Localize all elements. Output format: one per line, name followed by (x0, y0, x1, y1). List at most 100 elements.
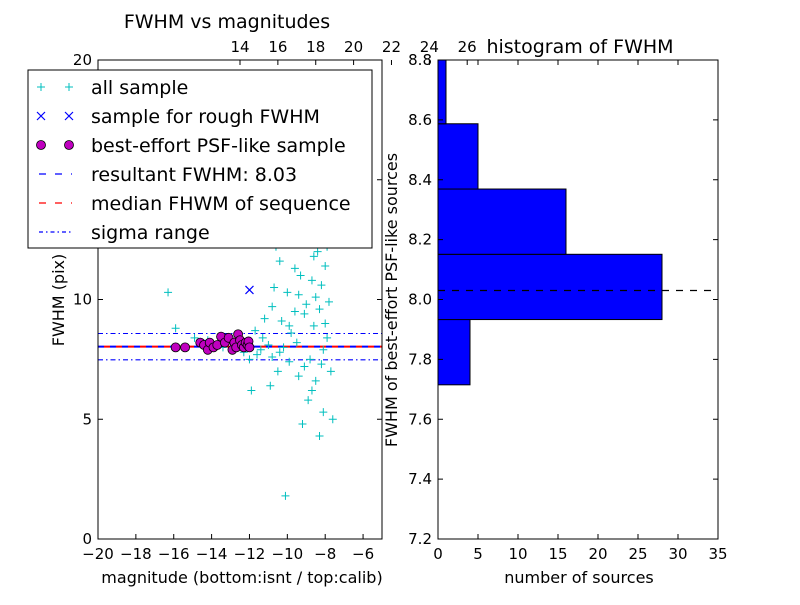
right-tick-labels: 0 5 10 15 20 25 30 35 7.2 7.4 7.6 7.8 8.0 8.2 8.4 8.6 8.… (408, 51, 727, 563)
right-axis-ticks (437, 59, 719, 540)
all-sample-point (270, 283, 279, 292)
all-sample-point (268, 352, 277, 361)
all-sample-point (275, 257, 284, 266)
legend-marker (64, 140, 74, 150)
all-sample-point (300, 362, 309, 371)
all-sample-point (315, 305, 324, 314)
right-y-axis-label: FWHM of best-effort PSF-like sources (382, 153, 401, 447)
all-sample-point (256, 345, 265, 354)
top-tick-label: 18 (306, 38, 325, 56)
all-sample-point (264, 341, 273, 350)
all-sample-point (306, 355, 315, 364)
all-sample-point (324, 297, 333, 306)
left-y-axis-label: FWHM (pix) (49, 254, 68, 347)
x-tick-label: 0 (433, 545, 443, 563)
x-tick-label: 30 (668, 545, 687, 563)
y-tick-label: 7.8 (408, 350, 432, 368)
all-sample-point (298, 420, 307, 429)
histogram-bar (438, 188, 567, 255)
top-tick-label: 16 (268, 38, 287, 56)
legend-marker (36, 140, 46, 150)
all-sample-point (290, 307, 299, 316)
x-tick-label: −6 (352, 545, 374, 563)
legend-label: resultant FWHM: 8.03 (91, 164, 297, 186)
right-chart-title: histogram of FWHM (486, 36, 673, 58)
y-tick-label: 8.8 (408, 51, 432, 69)
legend-item-rough: sample for rough FWHM (36, 106, 320, 128)
x-tick-label: −12 (234, 545, 266, 563)
all-sample-point (283, 288, 292, 297)
y-tick-label: 7.4 (408, 470, 432, 488)
right-plot-frame (437, 59, 719, 540)
histogram-bars (438, 60, 663, 386)
best-effort-point (170, 342, 181, 353)
top-tick-label: 22 (382, 38, 401, 56)
all-sample-point (309, 252, 318, 261)
x-tick-label: 5 (473, 545, 483, 563)
legend-marker (36, 111, 46, 121)
y-tick-label: 10 (73, 291, 92, 309)
top-tick-label: 14 (230, 38, 249, 56)
all-sample-point (253, 350, 262, 359)
right-chart: histogram of FWHM 0 5 10 15 20 25 30 35 7.2 7.4 7.… (382, 36, 728, 587)
x-tick-label: −18 (120, 545, 152, 563)
best-effort-point (180, 342, 190, 353)
all-sample-point (326, 367, 335, 376)
x-tick-label: −14 (196, 545, 228, 563)
y-tick-label: 8.0 (408, 291, 432, 309)
right-x-axis-label: number of sources (504, 568, 654, 587)
all-sample-point (307, 386, 316, 395)
y-tick-label: 8.6 (408, 111, 432, 129)
rough-sample-point (245, 285, 254, 295)
best-effort-point (244, 342, 255, 353)
best-effort-series (170, 329, 255, 355)
all-sample-point (287, 329, 296, 338)
all-sample-point (300, 309, 309, 318)
legend-box (27, 69, 373, 249)
legend-item-result: resultant FWHM: 8.03 (39, 164, 297, 186)
all-sample-point (323, 333, 332, 342)
rough-sample-series (245, 285, 254, 295)
all-sample-point (302, 300, 311, 309)
all-sample-point (313, 247, 322, 256)
all-sample-point (321, 261, 330, 270)
all-sample-point (328, 415, 337, 424)
y-tick-label: 7.6 (408, 410, 432, 428)
all-sample-point (190, 333, 199, 342)
legend-label: best-effort PSF-like sample (91, 135, 346, 157)
x-tick-label: −20 (82, 545, 114, 563)
all-sample-point (319, 345, 328, 354)
x-tick-label: −10 (272, 545, 304, 563)
all-sample-point (171, 324, 180, 333)
legend-item-median: median FHWM of sequence (39, 193, 351, 215)
histogram-bar (438, 123, 479, 190)
x-tick-label: −16 (158, 545, 190, 563)
all-sample-point (258, 333, 267, 342)
x-tick-label: 15 (548, 545, 567, 563)
all-sample-point (281, 491, 290, 500)
all-sample-point (245, 355, 254, 364)
all-sample-point (317, 281, 326, 290)
all-sample-point (273, 367, 282, 376)
x-tick-label: 20 (588, 545, 607, 563)
left-x-axis-label: magnitude (bottom:isnt / top:calib) (101, 568, 382, 587)
left-tick-labels: −20 −18 −16 −14 −12 −10 −8 −6 0 5 10 20 14 16 18 20 22 24… (73, 38, 477, 563)
all-sample-point (294, 290, 303, 299)
left-chart: FWHM vs magnitudes −20 −18 −16 −14 −12 −10 −8−… (27, 11, 477, 587)
all-sample-point (321, 319, 330, 328)
legend-item-sigma: sigma range (39, 222, 210, 244)
all-sample-point (307, 276, 316, 285)
all-sample-point (315, 432, 324, 441)
all-sample-point (285, 357, 294, 366)
all-sample-point (277, 317, 286, 326)
legend-item-all: all sample (37, 77, 188, 99)
legend: all sample sample for rough FWHM best-effo… (27, 69, 373, 249)
legend-items: all sample sample for rough FWHM best-effo… (36, 77, 351, 244)
x-tick-label: −8 (314, 545, 336, 563)
y-tick-label: 8.4 (408, 171, 432, 189)
all-sample-point (294, 372, 303, 381)
all-sample-point (247, 386, 256, 395)
top-tick-label: 20 (344, 38, 363, 56)
